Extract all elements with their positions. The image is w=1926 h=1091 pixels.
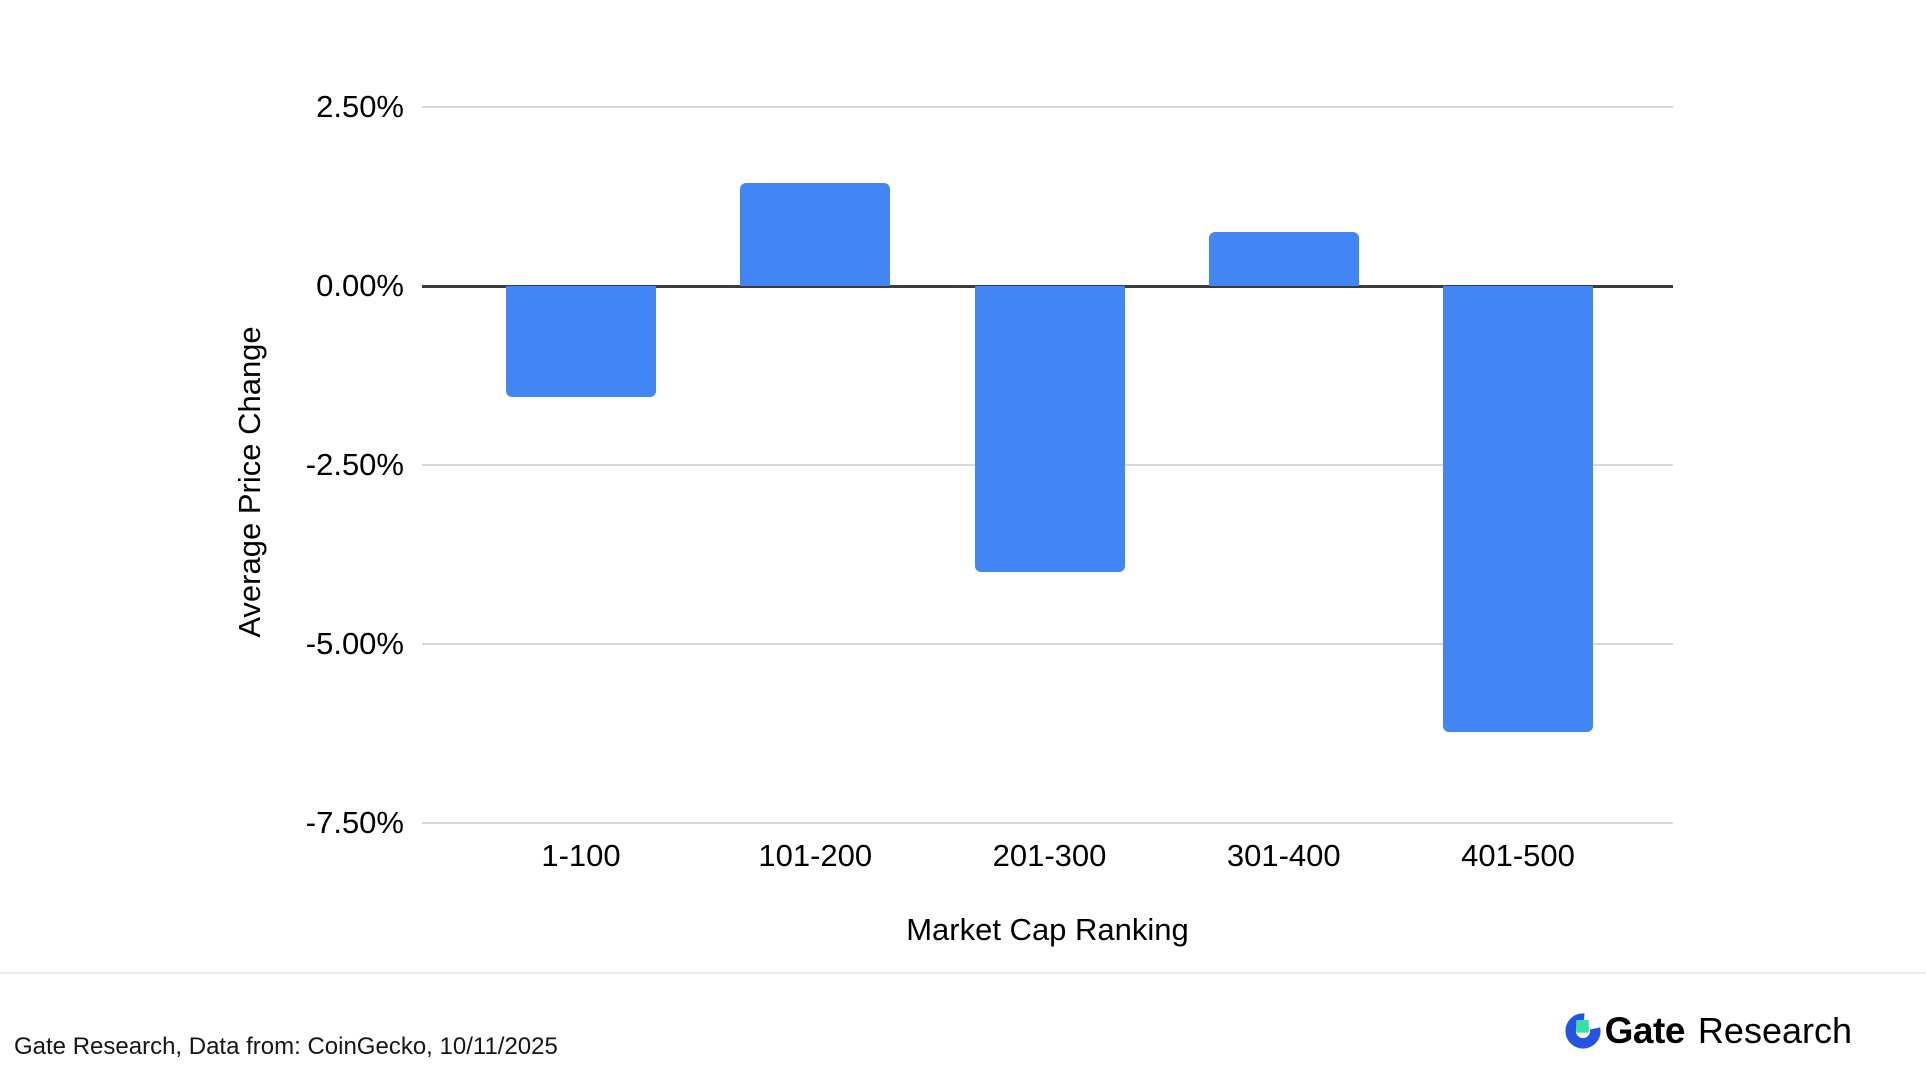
plot-area bbox=[422, 106, 1673, 824]
gate-logo-icon bbox=[1565, 1012, 1602, 1049]
bar-301-400 bbox=[1208, 232, 1359, 286]
bar-1-100 bbox=[506, 286, 656, 397]
y-tick-label: 2.50% bbox=[316, 89, 404, 124]
gate-research-logo: Gate Research bbox=[1564, 1011, 1852, 1051]
y-tick-label: 0.00% bbox=[316, 268, 404, 303]
gridline bbox=[422, 822, 1673, 824]
brand-name: Gate bbox=[1604, 1010, 1686, 1051]
x-axis-title: Market Cap Ranking bbox=[906, 912, 1189, 947]
x-tick-label: 1-100 bbox=[541, 838, 621, 873]
x-tick-label: 101-200 bbox=[758, 838, 873, 873]
data-source-attribution: Gate Research, Data from: CoinGecko, 10/… bbox=[14, 1033, 558, 1060]
gridline bbox=[422, 106, 1673, 108]
brand-suffix: Research bbox=[1697, 1010, 1852, 1051]
y-tick-label: -7.50% bbox=[305, 805, 404, 840]
y-tick-label: -5.00% bbox=[305, 626, 404, 661]
x-tick-label: 301-400 bbox=[1226, 838, 1341, 873]
x-tick-label: 201-300 bbox=[992, 838, 1107, 873]
x-tick-label: 401-500 bbox=[1461, 838, 1575, 873]
bar-201-300 bbox=[974, 286, 1125, 573]
bar-401-500 bbox=[1443, 286, 1593, 733]
gridline bbox=[422, 643, 1673, 645]
bar-101-200 bbox=[740, 182, 891, 286]
y-tick-label: -2.50% bbox=[305, 447, 404, 482]
footer-divider bbox=[0, 972, 1926, 974]
